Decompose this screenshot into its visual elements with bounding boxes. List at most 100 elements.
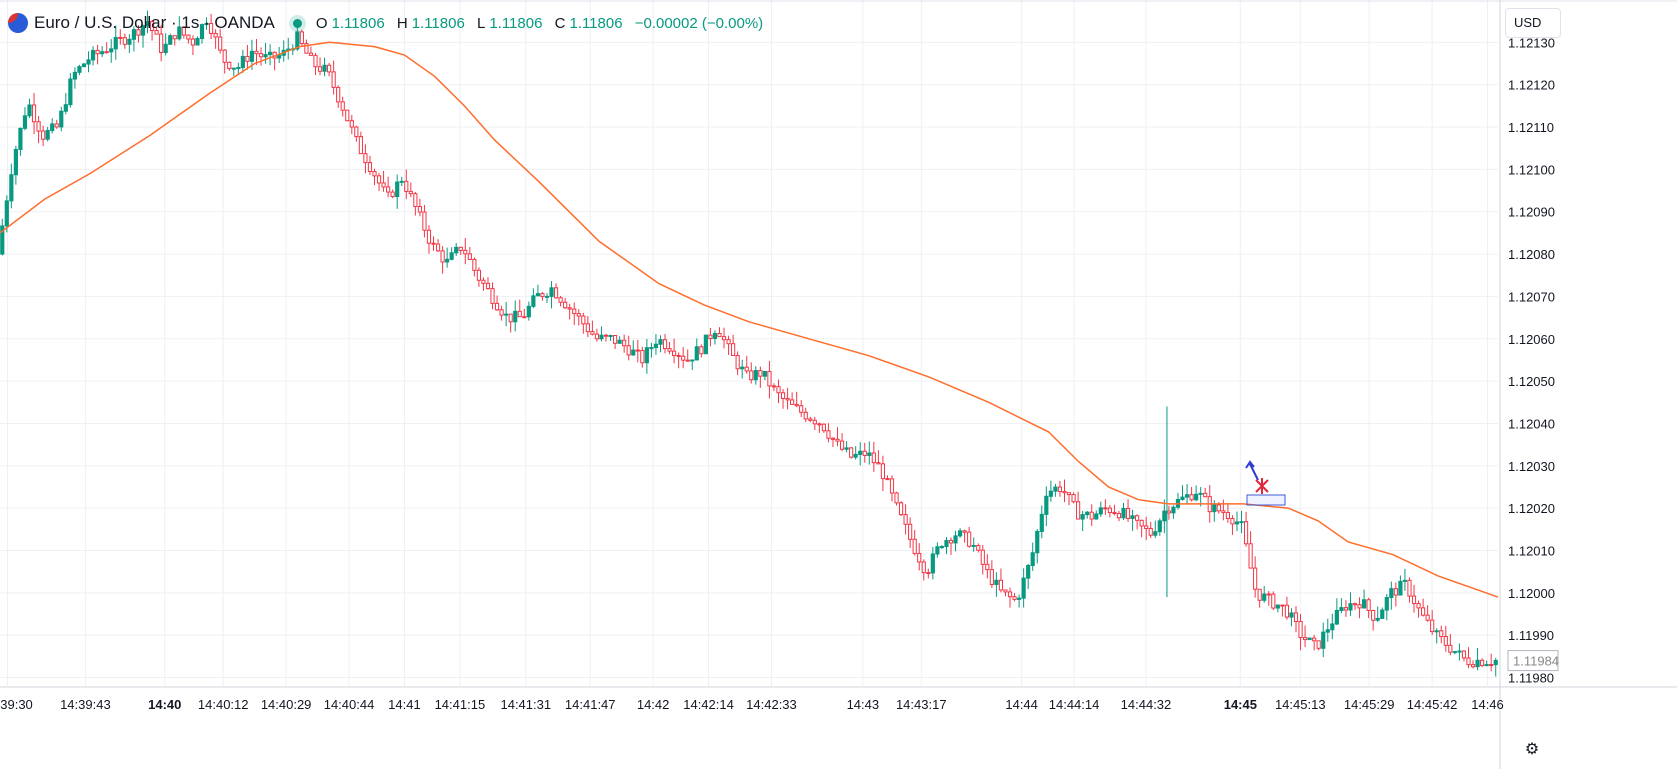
candle-body (1184, 494, 1190, 498)
time-tick-label: 14:39:30 (0, 697, 33, 712)
candle-body (1116, 513, 1122, 519)
candle-body (581, 315, 586, 325)
candle-body (145, 21, 150, 27)
candle-body (1321, 631, 1326, 649)
candle-body (277, 54, 282, 59)
candle-body (1430, 619, 1435, 633)
candle-body (254, 50, 259, 55)
candle-body (885, 478, 890, 481)
candle-body (1384, 596, 1389, 611)
candle-body (1393, 588, 1398, 596)
candle-body (31, 104, 37, 123)
candle-body (1057, 486, 1063, 493)
low-value: 1.11806 (489, 14, 543, 32)
candle-body (63, 104, 68, 112)
candle-body (563, 301, 568, 309)
price-tick-label: 1.12130 (1508, 35, 1555, 50)
candle-body (113, 36, 118, 50)
candle-body (1007, 591, 1013, 598)
candle-body (481, 279, 486, 284)
candle-body (1421, 607, 1426, 616)
candle-body (1262, 593, 1267, 601)
candle-body (821, 423, 826, 432)
candle-body (985, 563, 990, 571)
time-tick-label: 14:42:33 (746, 697, 797, 712)
candle-body (1380, 609, 1385, 619)
price-tick-label: 1.12060 (1508, 332, 1555, 347)
candle-body (1026, 565, 1031, 579)
candle-body (944, 539, 949, 548)
candle-body (445, 258, 450, 263)
candle-body (1139, 519, 1144, 527)
candle-body (1334, 609, 1339, 625)
candle-body (268, 51, 273, 56)
candle-body (794, 403, 799, 407)
price-tick-label: 1.12030 (1508, 459, 1555, 474)
candle-body (703, 334, 708, 355)
candle-body (1212, 504, 1217, 513)
candle-body (622, 339, 627, 347)
candle-body (381, 182, 386, 188)
candle-body (4, 200, 9, 227)
candle-body (708, 334, 713, 340)
candle-body (1434, 630, 1439, 633)
candle-body (1162, 510, 1167, 522)
candle-body (871, 452, 876, 464)
candle-body (917, 552, 922, 563)
cross-marker-icon (1255, 478, 1269, 494)
price-tick-label: 1.12000 (1508, 586, 1555, 601)
candle-body (599, 334, 604, 340)
time-tick-label: 14:43:17 (896, 697, 947, 712)
candle-body (54, 123, 59, 128)
open-label: O (315, 14, 328, 32)
candle-body (467, 253, 472, 260)
gear-icon[interactable]: ⚙ (1524, 741, 1540, 758)
candle-body (494, 302, 500, 311)
candle-body (1307, 637, 1312, 641)
candle-body (726, 339, 731, 345)
currency-button[interactable]: USD (1505, 8, 1561, 38)
candle-body (472, 258, 477, 271)
symbol-title[interactable]: Euro / U.S. Dollar · 1s · OANDA (34, 13, 275, 32)
candle-body (1103, 507, 1108, 510)
candle-body (376, 175, 382, 184)
candle-body (245, 55, 250, 62)
candle-body (531, 295, 536, 307)
candle-body (1484, 664, 1489, 667)
market-status-icon[interactable] (292, 18, 302, 28)
user-drawing (1245, 460, 1286, 506)
open-value: 1.11806 (331, 14, 385, 32)
time-tick-label: 14:41:47 (565, 697, 616, 712)
candle-body (690, 359, 695, 362)
high-label: H (396, 14, 408, 32)
candle-body (1203, 492, 1208, 498)
candle-body (721, 336, 727, 341)
time-tick-label: 14:44:32 (1121, 697, 1172, 712)
candle-body (980, 549, 985, 565)
candle-body (231, 67, 236, 70)
time-tick-label: 14:40:12 (198, 697, 249, 712)
candle-body (939, 546, 945, 549)
price-tick-label: 1.12070 (1508, 289, 1555, 304)
candle-body (227, 61, 232, 69)
candle-body (1411, 595, 1417, 605)
candle-body (1357, 604, 1362, 609)
candle-body (435, 243, 441, 252)
price-tick-label: 1.12110 (1508, 120, 1554, 135)
candle-body (731, 343, 736, 357)
arrow-icon (1245, 460, 1259, 481)
candle-body (667, 348, 672, 352)
candle-body (131, 29, 137, 40)
candle-body (1457, 650, 1462, 653)
candle-body (576, 313, 581, 317)
candle-body (1325, 629, 1330, 633)
candle-body (889, 478, 895, 494)
candle-body (476, 269, 481, 281)
candle-body (912, 538, 917, 554)
candle-body (953, 535, 958, 544)
time-tick-label: 14:41:31 (500, 697, 551, 712)
candle-body (1375, 617, 1380, 621)
candle-body (1071, 494, 1076, 503)
time-tick-label: 14:39:43 (60, 697, 111, 712)
